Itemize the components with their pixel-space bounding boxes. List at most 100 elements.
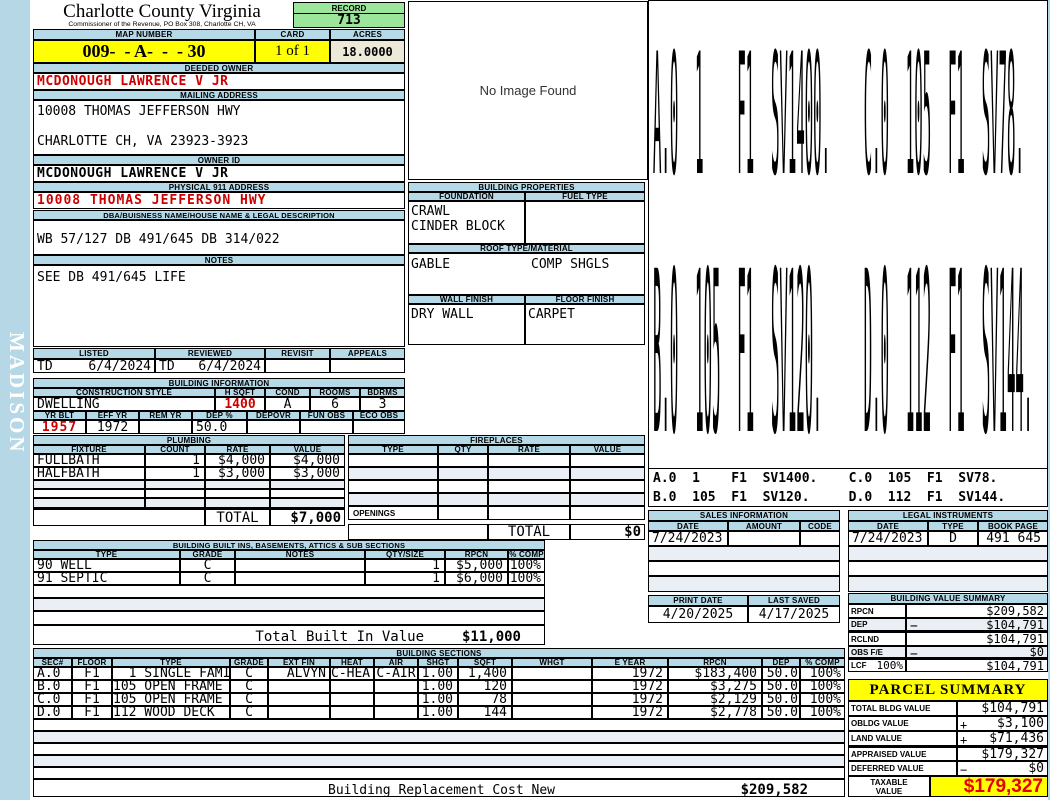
sales-title: SALES INFORMATION: [648, 510, 840, 521]
sales-header-row: DATE AMOUNT CODE: [648, 521, 840, 531]
bdrms-value: 3: [360, 397, 405, 411]
cell: [374, 706, 418, 719]
foundation-line2: CINDER BLOCK: [411, 219, 505, 234]
appeals-cell: [330, 359, 405, 373]
legal-empty-row: [848, 561, 1048, 576]
vs-label: RCLND: [848, 632, 906, 646]
fireplaces-rate-label: RATE: [488, 445, 570, 454]
ps-value: $104,791: [981, 701, 1044, 716]
cell: [488, 467, 570, 480]
cell: 1: [365, 559, 445, 572]
vs-value: $0: [1029, 646, 1044, 659]
cell: [33, 489, 145, 498]
cell: 1.00: [418, 680, 458, 693]
fuel-type-label: FUEL TYPE: [525, 192, 645, 201]
building-info-vrow1: DWELLING 1400 A 6 3: [33, 397, 405, 411]
cell: 50.0: [762, 706, 800, 719]
legal-date-label: DATE: [848, 521, 928, 531]
listed-label: LISTED: [33, 348, 155, 359]
print-value-row: 4/20/2025 4/17/2025: [648, 606, 840, 623]
taxable-value-row: TAXABLE VALUE $179,327: [848, 776, 1048, 797]
map-value-row: 009- - A- - - 30 1 of 1 18.0000: [33, 40, 405, 63]
foundation-header-row: FOUNDATION FUEL TYPE: [408, 192, 645, 201]
plumbing-empty-row: [33, 480, 345, 489]
ps-value: $71,436: [989, 731, 1044, 746]
notes-label: NOTES: [33, 255, 405, 265]
cell: [33, 480, 145, 489]
parcel-summary-row: OBLDG VALUE + $3,100: [848, 716, 1048, 731]
floor-finish-value: CARPET: [525, 304, 645, 345]
cell: $5,000: [445, 559, 508, 572]
effyr-value: 1972: [86, 420, 139, 434]
fuel-type-cell: [525, 201, 645, 244]
cell: [512, 667, 592, 680]
sketch-legend-line2: B.0 105 F1 SV120. D.0 112 F1 SV144.: [653, 490, 1006, 505]
building-sections-header-row: SEC# FLOOR TYPE GRADE EXT FIN HEAT AIR S…: [33, 658, 845, 667]
cell: 105 OPEN FRAME PCH: [112, 680, 230, 693]
owner-id-value: MCDONOUGH LAWRENCE V JR: [33, 165, 405, 182]
roof-label: ROOF TYPE/MATERIAL: [408, 244, 645, 253]
foundation-label: FOUNDATION: [408, 192, 525, 201]
replacement-cost-value: $209,582: [740, 782, 808, 798]
funobs-value: [300, 420, 353, 434]
ecoobs-label: ECO OBS: [353, 411, 405, 420]
ps-label: TOTAL BLDG VALUE: [848, 701, 957, 716]
vs-label-cell: LCF 100%: [848, 659, 906, 672]
cell: 1972: [592, 680, 668, 693]
cell: [348, 454, 438, 467]
fireplaces-total-value: $0: [570, 524, 645, 540]
bs-h: SEC#: [33, 658, 72, 667]
cell: [488, 480, 570, 493]
building-sections-row: D.0 F1 112 WOOD DECK C 1.00 144 1972 $2,…: [33, 706, 845, 719]
cell: [205, 489, 270, 498]
bs-h: FLOOR: [72, 658, 112, 667]
cell: [488, 454, 570, 467]
built-ins-total-label: Total Built In Value: [255, 629, 424, 645]
cell: $3,275: [668, 680, 762, 693]
cell: 7/24/2023: [848, 531, 928, 546]
value-summary-title: BUILDING VALUE SUMMARY: [848, 593, 1048, 604]
cell: [728, 531, 800, 546]
built-ins-empty-row: [33, 598, 545, 611]
cell: 100%: [800, 680, 845, 693]
listed-date: 6/4/2024: [88, 359, 151, 373]
plumbing-total-value: $7,000: [270, 508, 345, 526]
county-header: Charlotte County Virginia Commissioner o…: [33, 2, 291, 29]
cell: 491 645: [978, 531, 1048, 546]
plumbing-empty-row: [33, 489, 345, 498]
fireplaces-openings-row: OPENINGS: [348, 506, 645, 520]
bs-h: TYPE: [112, 658, 230, 667]
built-ins-notes-label: NOTES: [235, 550, 365, 559]
deeded-owner-text: MCDONOUGH LAWRENCE V JR: [37, 74, 229, 89]
reviewed-label: REVIEWED: [155, 348, 265, 359]
foundation-value-row: CRAWL CINDER BLOCK: [408, 201, 645, 244]
cell: $3,000: [270, 467, 345, 480]
built-ins-empty-row: [33, 611, 545, 625]
effyr-label: EFF YR: [86, 411, 139, 420]
rooms-label: ROOMS: [310, 388, 360, 397]
physical-address-label: PHYSICAL 911 ADDRESS: [33, 182, 405, 192]
legal-empty-row: [848, 546, 1048, 561]
plumbing-total-label: TOTAL: [205, 508, 270, 526]
vs-op: −: [910, 647, 918, 659]
cell: [205, 498, 270, 508]
bs-h: WHGT: [512, 658, 592, 667]
depovr-value: [247, 420, 300, 434]
ps-label: OBLDG VALUE: [848, 716, 957, 731]
building-sections-empty-row: [33, 755, 845, 767]
built-ins-row: 91 SEPTIC C 1 $6,000 100%: [33, 572, 545, 585]
plumbing-header-row: FIXTURE COUNT RATE VALUE: [33, 445, 345, 454]
building-sections-empty-row: [33, 719, 845, 731]
physical-address-text: 10008 THOMAS JEFFERSON HWY: [37, 193, 267, 208]
cell: [512, 680, 592, 693]
vs-value-cell: $104,791: [906, 659, 1048, 672]
owner-id-label: OWNER ID: [33, 155, 405, 165]
built-ins-grade-label: GRADE: [180, 550, 235, 559]
vs-pct: 100%: [876, 659, 904, 672]
building-info-vrow2: 1957 1972 50.0: [33, 420, 405, 434]
foundation-line1: CRAWL: [411, 204, 451, 219]
plumbing-row: HALFBATH 1 $3,000 $3,000: [33, 467, 345, 480]
legal-header-row: DATE TYPE BOOK PAGE: [848, 521, 1048, 531]
card-label: CARD: [255, 29, 330, 40]
deeded-owner-value: MCDONOUGH LAWRENCE V JR: [33, 73, 405, 90]
